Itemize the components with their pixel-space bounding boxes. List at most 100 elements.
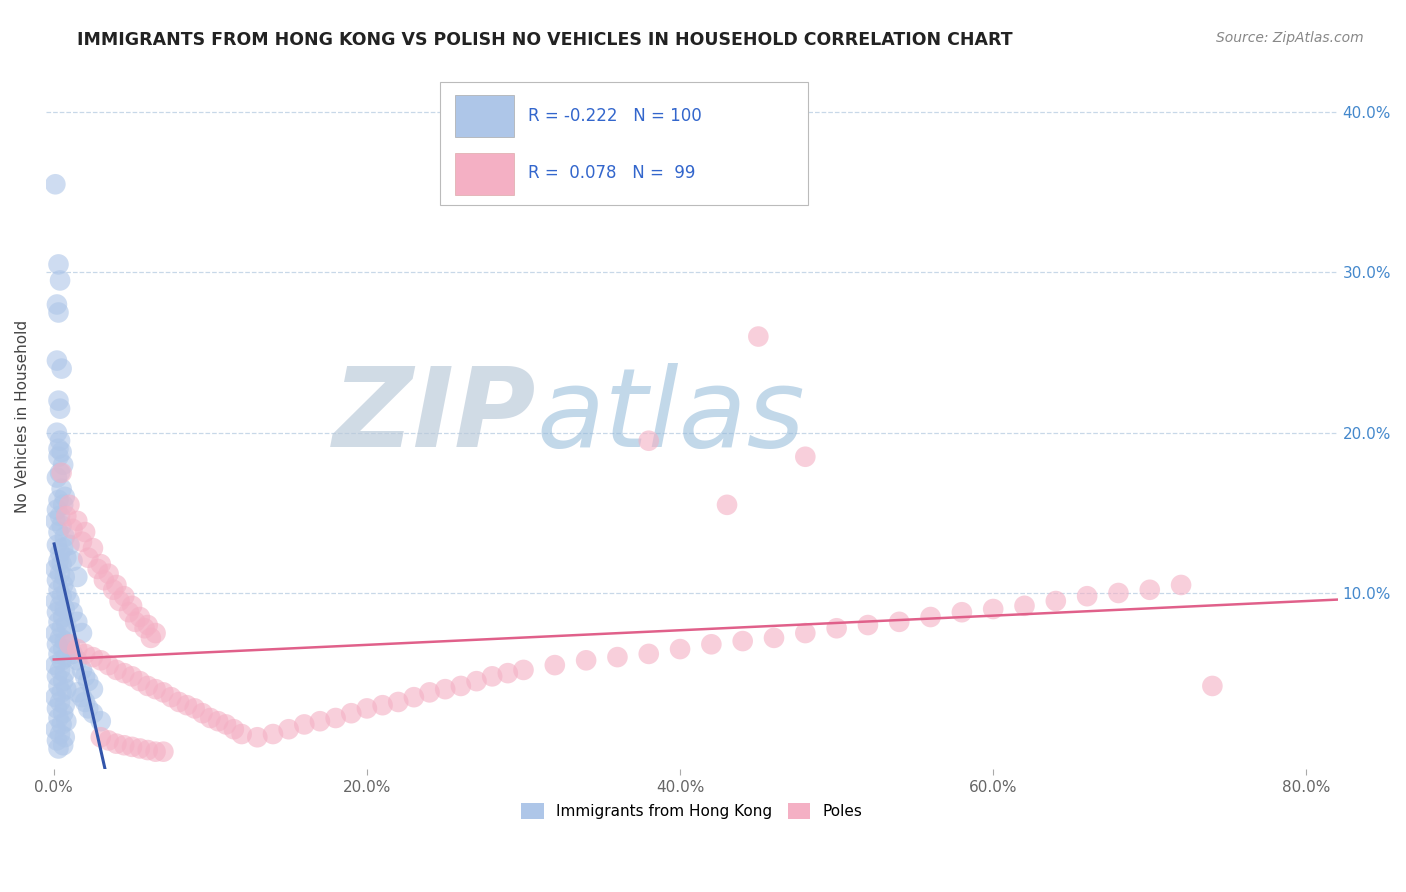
Point — [97, 658, 120, 673]
Point — [136, 743, 159, 757]
Point — [606, 650, 628, 665]
Point — [58, 538, 80, 552]
Point — [90, 714, 112, 729]
Point — [75, 525, 97, 540]
Point — [105, 737, 128, 751]
Point — [93, 573, 115, 587]
Point — [136, 618, 159, 632]
Point — [45, 470, 67, 484]
Point — [794, 626, 817, 640]
Point — [121, 599, 143, 613]
Point — [512, 663, 534, 677]
Point — [53, 570, 76, 584]
Point — [231, 727, 253, 741]
Point — [544, 658, 567, 673]
Point — [731, 634, 754, 648]
Point — [55, 682, 77, 697]
Point — [62, 647, 84, 661]
Point — [77, 550, 100, 565]
Point — [82, 682, 104, 697]
Point — [48, 305, 70, 319]
Point — [371, 698, 394, 713]
Point — [51, 589, 73, 603]
Point — [75, 695, 97, 709]
Point — [1107, 586, 1129, 600]
Point — [52, 498, 75, 512]
Point — [51, 621, 73, 635]
Point — [105, 663, 128, 677]
Point — [45, 637, 67, 651]
Point — [49, 401, 72, 416]
Text: Source: ZipAtlas.com: Source: ZipAtlas.com — [1216, 31, 1364, 45]
Point — [387, 695, 409, 709]
Point — [152, 685, 174, 699]
Point — [58, 637, 80, 651]
Point — [51, 518, 73, 533]
Point — [103, 582, 125, 597]
Point — [44, 658, 66, 673]
Point — [183, 701, 205, 715]
Point — [108, 594, 131, 608]
Point — [44, 626, 66, 640]
Point — [62, 522, 84, 536]
Point — [51, 361, 73, 376]
Point — [66, 642, 89, 657]
Point — [747, 329, 769, 343]
Point — [950, 605, 973, 619]
Point — [277, 723, 299, 737]
Point — [167, 695, 190, 709]
Point — [51, 445, 73, 459]
Point — [207, 714, 229, 729]
Point — [70, 626, 93, 640]
Point — [90, 557, 112, 571]
Point — [48, 257, 70, 271]
Point — [75, 647, 97, 661]
Point — [66, 615, 89, 629]
Point — [222, 723, 245, 737]
Point — [55, 650, 77, 665]
Point — [51, 717, 73, 731]
Point — [45, 297, 67, 311]
Point — [49, 273, 72, 287]
Point — [90, 653, 112, 667]
Point — [152, 745, 174, 759]
Point — [1045, 594, 1067, 608]
Point — [145, 745, 167, 759]
Point — [58, 498, 80, 512]
Point — [700, 637, 723, 651]
Point — [981, 602, 1004, 616]
Point — [48, 450, 70, 464]
Y-axis label: No Vehicles in Household: No Vehicles in Household — [15, 320, 30, 513]
Point — [716, 498, 738, 512]
Point — [176, 698, 198, 713]
Point — [45, 573, 67, 587]
Point — [889, 615, 911, 629]
Point — [1014, 599, 1036, 613]
Point — [66, 653, 89, 667]
Point — [136, 679, 159, 693]
Point — [90, 731, 112, 745]
Point — [825, 621, 848, 635]
Text: IMMIGRANTS FROM HONG KONG VS POLISH NO VEHICLES IN HOUSEHOLD CORRELATION CHART: IMMIGRANTS FROM HONG KONG VS POLISH NO V… — [77, 31, 1012, 49]
Point — [1076, 589, 1098, 603]
Point — [112, 738, 135, 752]
Point — [48, 393, 70, 408]
Point — [48, 525, 70, 540]
Point — [52, 458, 75, 472]
Point — [49, 566, 72, 581]
Point — [262, 727, 284, 741]
Point — [856, 618, 879, 632]
Point — [49, 546, 72, 560]
Point — [48, 647, 70, 661]
Point — [1139, 582, 1161, 597]
Point — [45, 353, 67, 368]
Point — [48, 493, 70, 508]
Point — [49, 631, 72, 645]
Point — [129, 741, 152, 756]
Point — [53, 731, 76, 745]
Point — [200, 711, 222, 725]
Point — [496, 666, 519, 681]
Point — [55, 586, 77, 600]
Point — [465, 674, 488, 689]
Point — [70, 534, 93, 549]
